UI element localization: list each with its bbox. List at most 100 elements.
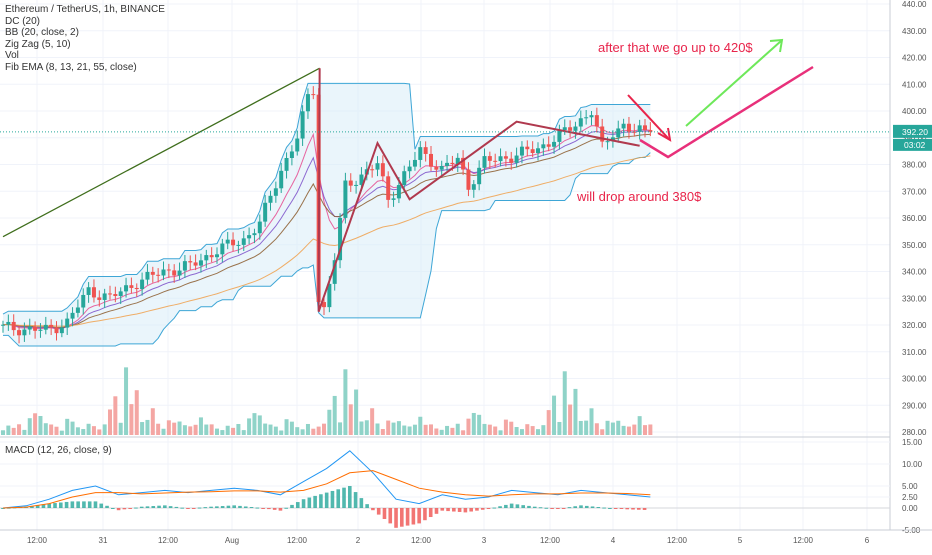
ema-indicator-label[interactable]: Fib EMA (8, 13, 21, 55, close) [5,61,137,73]
volume-bar [209,424,214,435]
volume-bar [1,430,5,435]
vol-indicator-label[interactable]: Vol [5,50,19,62]
volume-bar [402,425,407,435]
macd-histogram-bar [238,505,242,508]
candle-body [161,269,166,276]
candle-body [487,156,492,161]
macd-legend[interactable]: MACD (12, 26, close, 9) [5,445,112,456]
ema-line [2,125,651,330]
volume-bar [407,426,412,435]
volume-bar [150,408,155,435]
macd-histogram-bar [480,508,485,510]
candle-body [59,327,64,334]
volume-bar [284,419,289,435]
volume-bar [236,424,241,435]
macd-histogram-bar [388,508,393,524]
candle-body [562,127,567,130]
macd-histogram-bar [41,504,46,508]
macd-histogram-bar [163,505,167,508]
symbol-title[interactable]: Ethereum / TetherUS, 1h, BINANCE [5,4,165,15]
time-tick-label: 6 [865,536,870,545]
volume-bar [70,421,75,435]
volume-bar [418,416,423,435]
candle-body [354,184,359,186]
candle-body [193,262,198,266]
candle-body [247,235,252,239]
macd-histogram-bar [446,508,450,512]
macd-histogram-bar [284,507,289,509]
macd-histogram-bar [168,506,173,508]
candle-body [445,162,450,166]
candle-body [311,94,316,96]
dc-indicator-label[interactable]: DC (20) [5,15,41,27]
volume-bar [156,423,161,435]
candle-body [140,279,145,290]
volume-bar [102,424,107,435]
candle-body [332,260,337,284]
volume-bar [412,424,417,435]
volume-bar [429,424,433,435]
candle-body [578,118,583,127]
candle-body [231,239,236,246]
macd-histogram-bar [619,508,624,509]
macd-histogram-bar [561,508,566,509]
price-tick-label: 440.00 [902,0,927,9]
macd-histogram-bar [58,502,63,508]
candle-body [434,166,439,170]
candle-body [466,169,471,190]
volume-bar [91,426,96,435]
donchian-band-fill [3,83,651,347]
volume-bar [241,430,246,435]
macd-histogram-bar [278,508,283,511]
candle-body [252,233,257,236]
volume-bar [316,426,321,435]
candle-body [284,158,289,171]
volume-bar [59,430,64,435]
volume-bar [289,421,294,435]
macd-histogram-bar [336,489,341,508]
volume-bar [536,429,540,435]
candle-body [359,174,364,185]
zigzag-line [317,68,640,312]
macd-histogram-bar [272,508,277,510]
bb-indicator-label[interactable]: BB (20, close, 2) [5,27,79,39]
volume-bar [643,425,647,435]
macd-histogram-bar [504,504,508,508]
candle-body [70,312,75,319]
macd-histogram-bar [625,508,630,510]
volume-bar [380,429,385,435]
candle-body [530,149,535,153]
candle-body [536,148,540,153]
candle-body [129,285,134,288]
time-tick-label: 12:00 [540,536,561,545]
macd-histogram-bar [203,507,208,509]
volume-bar [322,423,326,435]
macd-histogram-bar [76,501,80,508]
macd-histogram-bar [249,507,254,509]
macd-histogram-bar [174,506,179,508]
time-tick-label: 12:00 [158,536,179,545]
candle-body [509,158,514,163]
forecast-up-arrow [685,40,782,127]
zigzag-indicator-label[interactable]: Zig Zag (5, 10) [5,38,71,50]
candle-body [118,291,123,296]
candle-body [268,195,273,203]
volume-bar [118,422,123,435]
volume-bar [327,409,332,435]
candle-body [525,146,530,150]
volume-bar [49,424,54,435]
candle-body [380,163,385,177]
macd-tick-label: 2.50 [902,493,918,502]
macd-histogram-bar [463,508,468,513]
macd-histogram-bar [527,505,531,508]
candle-body [177,270,182,276]
time-tick-label: 31 [99,536,108,545]
candle-body [610,137,615,142]
price-tick-label: 420.00 [902,54,927,63]
candle-body [273,188,278,196]
volume-bar [578,420,583,435]
volume-bar [493,426,498,435]
volume-bar [27,418,32,435]
